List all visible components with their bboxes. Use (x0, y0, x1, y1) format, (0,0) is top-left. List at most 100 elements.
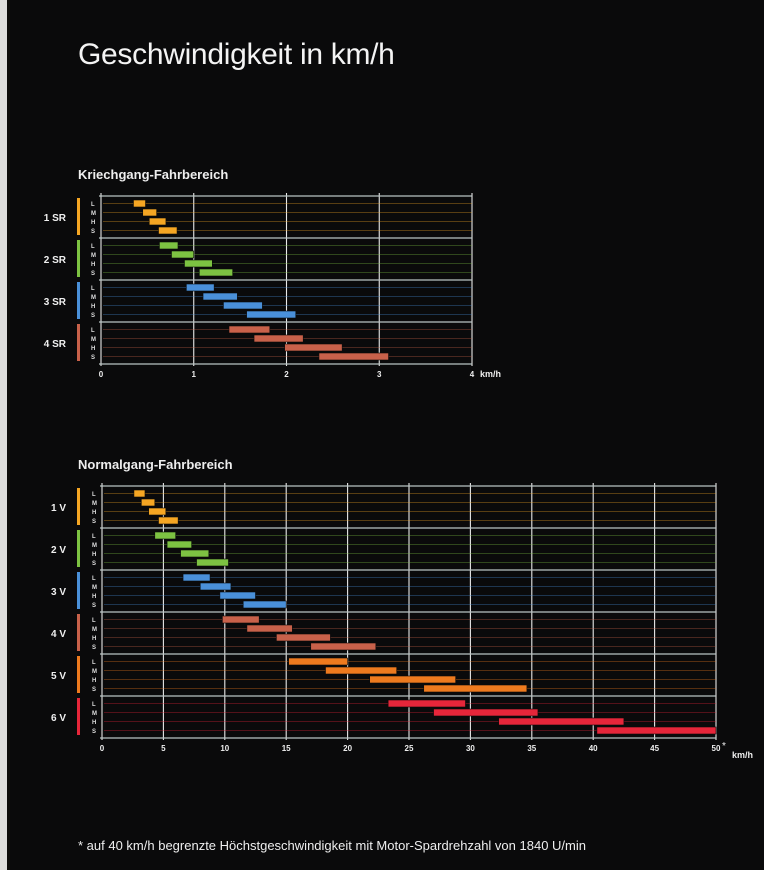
row-label: M (92, 711, 97, 717)
row-label: L (92, 618, 96, 624)
speed-range-bar (284, 343, 343, 352)
chart-title-normalgang: Normalgang-Fahrbereich (78, 457, 233, 472)
x-tick-label: 45 (650, 744, 659, 753)
x-tick-label: 5 (161, 744, 166, 753)
row-label: H (91, 304, 95, 310)
row-label: H (92, 552, 96, 558)
row-label: S (92, 687, 96, 693)
row-label: M (92, 669, 97, 675)
page-edge-strip (0, 0, 7, 870)
gear-group-label: 3 V (51, 587, 66, 598)
page-title: Geschwindigkeit in km/h (78, 38, 395, 71)
speed-range-bar (180, 549, 210, 558)
row-label: M (92, 501, 97, 507)
speed-range-bar (158, 226, 178, 235)
speed-range-bar (498, 717, 625, 726)
row-label: S (91, 313, 95, 319)
group-color-marker (77, 572, 80, 609)
x-tick-label: 30 (466, 744, 475, 753)
x-tick-label: 15 (282, 744, 291, 753)
x-tick-label: 40 (589, 744, 598, 753)
x-tick-label: 3 (377, 370, 382, 379)
row-label: M (91, 337, 96, 343)
speed-range-bar (140, 498, 156, 507)
speed-range-bar (148, 507, 167, 516)
x-tick-note: * (722, 741, 726, 752)
gear-group-label: 2 SR (44, 255, 67, 266)
x-tick-label: 25 (405, 744, 414, 753)
x-unit-label: km/h (732, 750, 753, 760)
speed-range-bar (596, 726, 717, 735)
group-color-marker (77, 282, 80, 319)
speed-range-bar (133, 199, 146, 208)
group-color-marker (77, 488, 80, 525)
row-label: L (92, 660, 96, 666)
speed-range-bar (202, 292, 238, 301)
row-label: H (91, 262, 95, 268)
speed-range-bar (253, 334, 304, 343)
row-label: L (91, 286, 95, 292)
speed-range-bar (186, 283, 215, 292)
speed-range-bar (387, 699, 466, 708)
group-color-marker (77, 614, 80, 651)
x-tick-label: 1 (192, 370, 197, 379)
gear-group-label: 5 V (51, 671, 66, 682)
speed-range-bar (166, 540, 192, 549)
speed-range-bar (199, 268, 234, 277)
row-label: M (91, 253, 96, 259)
gear-group-label: 1 V (51, 503, 66, 514)
x-tick-label: 35 (527, 744, 536, 753)
row-label: S (91, 229, 95, 235)
row-label: H (92, 678, 96, 684)
gear-group-label: 4 V (51, 629, 66, 640)
row-label: S (92, 645, 96, 651)
row-label: M (91, 211, 96, 217)
row-label: S (91, 355, 95, 361)
row-label: M (92, 627, 97, 633)
row-label: H (92, 594, 96, 600)
speed-range-bar (219, 591, 256, 600)
speed-range-bar (142, 208, 157, 217)
speed-range-bar (228, 325, 271, 334)
speed-range-bar (325, 666, 398, 675)
row-label: L (92, 702, 96, 708)
footnote: * auf 40 km/h begrenzte Höchstgeschwindi… (78, 838, 586, 853)
x-tick-label: 20 (343, 744, 352, 753)
group-color-marker (77, 324, 80, 361)
gear-group-label: 1 SR (44, 213, 67, 224)
row-label: H (91, 346, 95, 352)
x-tick-label: 0 (100, 744, 105, 753)
speed-range-bar (369, 675, 456, 684)
row-label: H (92, 720, 96, 726)
speed-range-bar (246, 624, 293, 633)
row-label: H (91, 220, 95, 226)
speed-range-bar (171, 250, 195, 259)
speed-range-bar (148, 217, 167, 226)
x-tick-label: 10 (220, 744, 229, 753)
group-color-marker (77, 656, 80, 693)
speed-range-bar (318, 352, 389, 361)
row-label: M (92, 585, 97, 591)
speed-range-bar (423, 684, 528, 693)
row-label: L (92, 492, 96, 498)
row-label: L (92, 576, 96, 582)
speed-range-bar (182, 573, 211, 582)
speed-range-bar (154, 531, 176, 540)
row-label: S (92, 729, 96, 735)
row-label: M (91, 295, 96, 301)
gear-group-label: 4 SR (44, 339, 67, 350)
speed-range-bar (288, 657, 348, 666)
gear-group-label: 3 SR (44, 297, 67, 308)
group-color-marker (77, 698, 80, 735)
x-tick-label: 4 (470, 370, 475, 379)
speed-range-bar (246, 310, 297, 319)
speed-range-bar (276, 633, 331, 642)
row-label: M (92, 543, 97, 549)
row-label: L (91, 328, 95, 334)
speed-range-bar (222, 615, 260, 624)
speed-range-bar (433, 708, 539, 717)
speed-range-bar (159, 241, 179, 250)
speed-range-bar (184, 259, 213, 268)
speed-range-bar (223, 301, 263, 310)
